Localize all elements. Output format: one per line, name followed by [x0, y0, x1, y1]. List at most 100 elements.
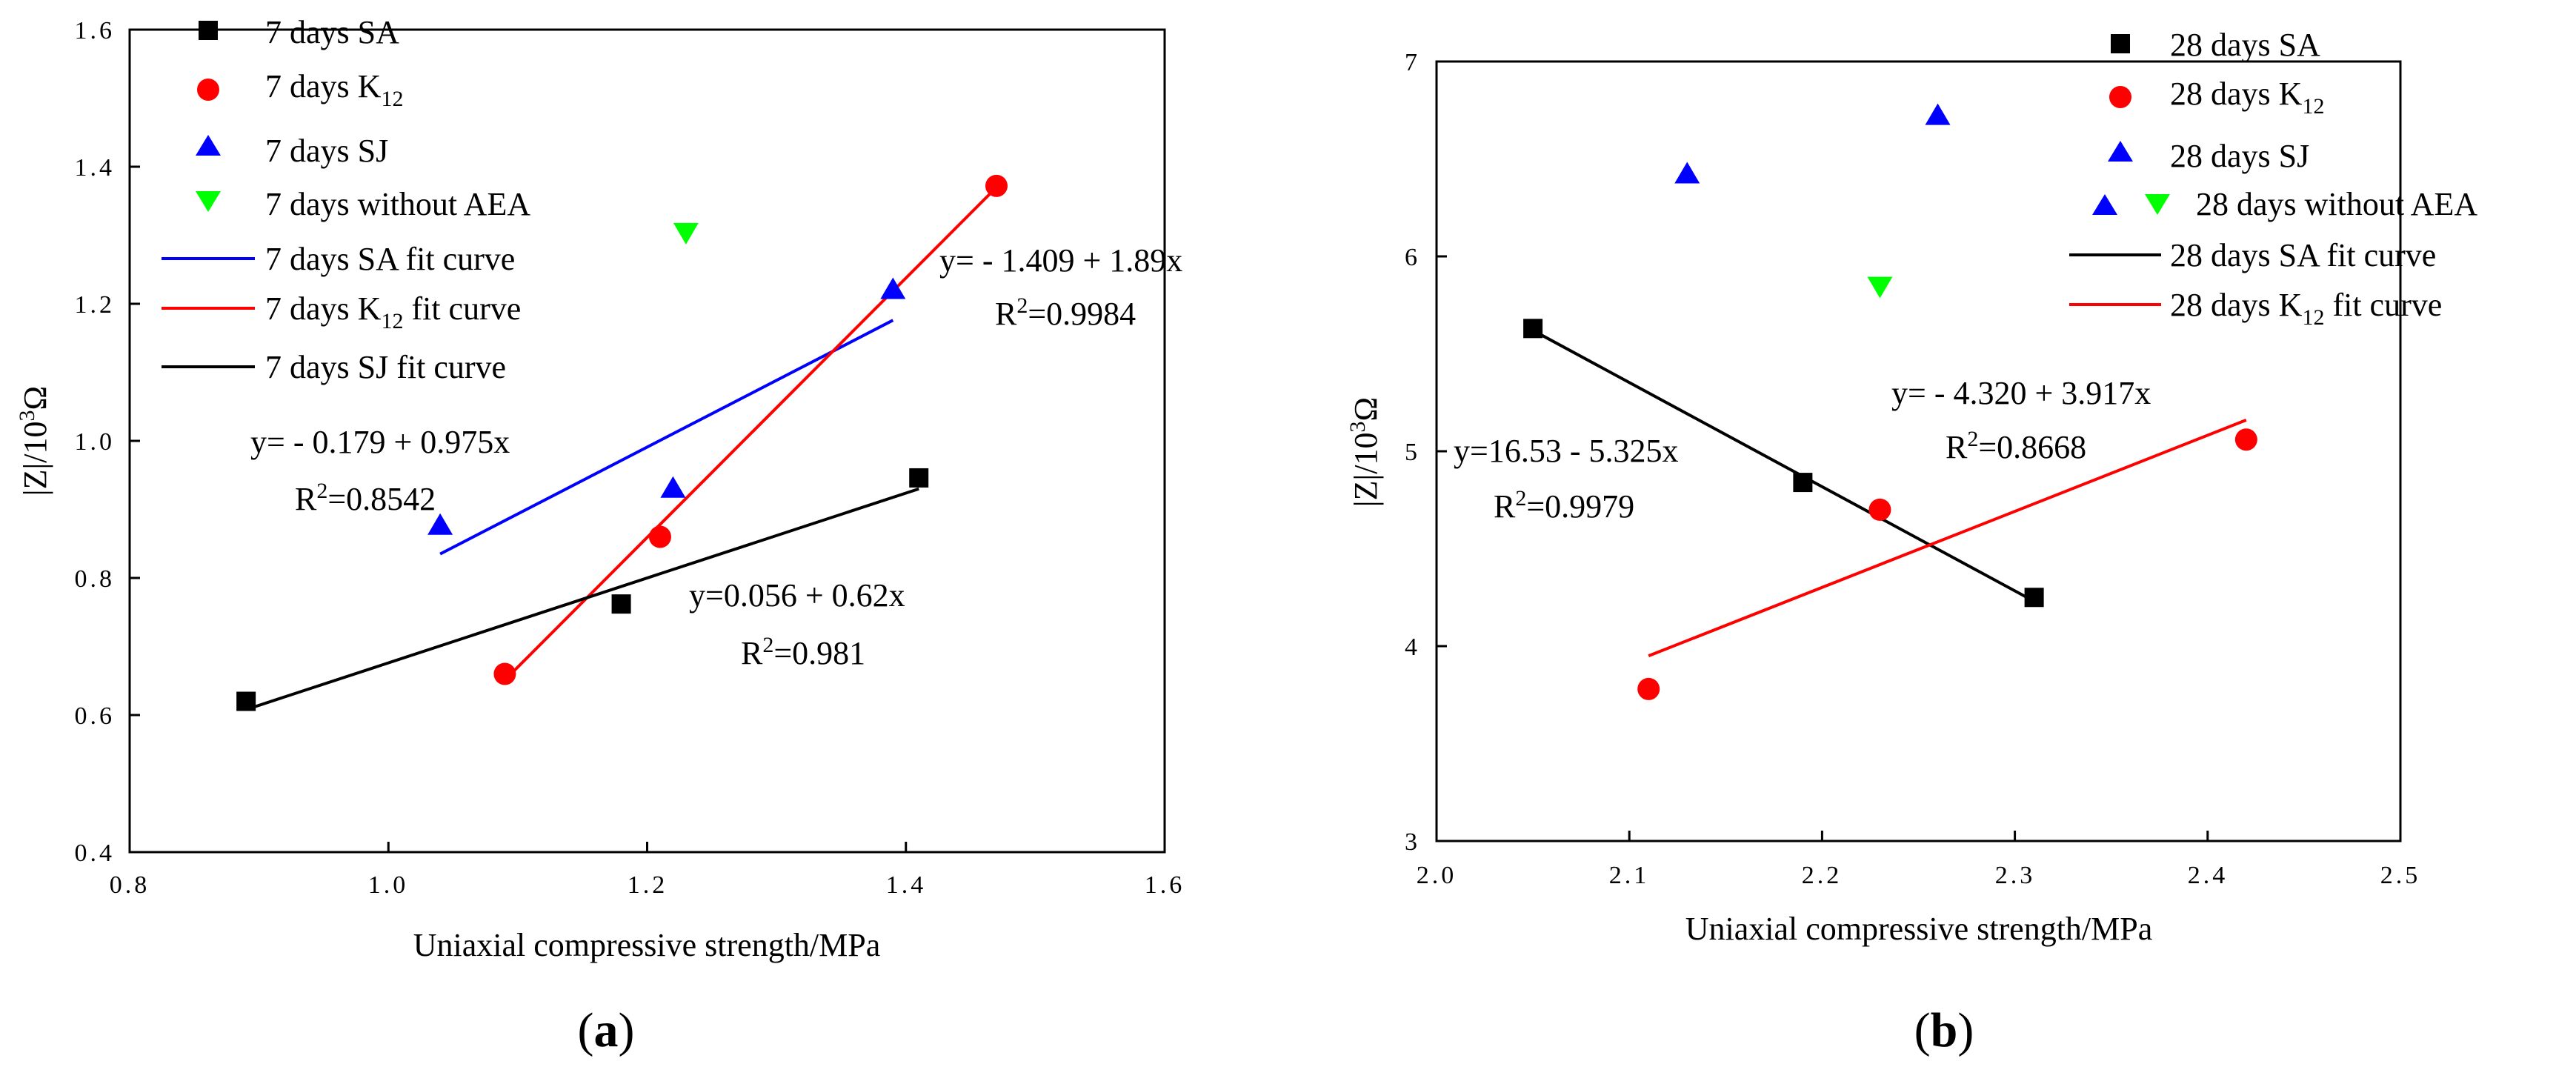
- panel-paren: (: [1914, 1003, 1931, 1057]
- legend-subscript: 12: [381, 87, 403, 111]
- x-tick-label: 2.0: [1417, 862, 1457, 889]
- x-tick-label: 2.4: [2188, 862, 2229, 889]
- x-tick-label: 2.2: [1802, 862, 1843, 889]
- x-tick-label: 1.2: [628, 871, 668, 899]
- x-axis-title-b: Uniaxial compressive strength/MPa: [1685, 911, 2153, 947]
- x-tick-label: 1.4: [886, 871, 927, 899]
- legend-marker-sj: [2108, 141, 2133, 162]
- data-point-28-days-sa: [2024, 588, 2044, 608]
- x-axis-title-a: Uniaxial compressive strength/MPa: [413, 927, 881, 963]
- legend-label-28-days-without-aea: 28 days without AEA: [2196, 186, 2477, 222]
- data-point-7-days-without-aea: [673, 222, 699, 245]
- legend-subscript: 12: [2302, 94, 2324, 119]
- x-tick-label: 1.0: [368, 871, 409, 899]
- r2-value: =0.8542: [327, 481, 436, 517]
- data-point-7-days-k12: [493, 662, 516, 685]
- y-tick-label: 0.8: [75, 565, 116, 593]
- panel-letter: a: [594, 1003, 619, 1057]
- data-point-28-days-sa: [1523, 319, 1543, 339]
- y-tick-label: 5: [1405, 439, 1420, 466]
- y-axis-title-unit: Ω: [1348, 397, 1384, 422]
- annotation-sa-equation: y=16.53 - 5.325x: [1454, 433, 1678, 469]
- fit-lines-b: [1532, 329, 2247, 658]
- x-tick-label: 2.5: [2380, 862, 2421, 889]
- y-axis-title-a: |Z|/103Ω: [15, 386, 53, 496]
- y-tick-label: 0.6: [75, 702, 116, 730]
- panel-label-b: (b): [1914, 1003, 1974, 1057]
- y-tick-label: 1.6: [75, 17, 116, 44]
- legend-text: 7 days K: [265, 290, 382, 327]
- r2-exp: 2: [316, 479, 327, 503]
- y-axis-title-base: |Z|/10: [1348, 432, 1384, 507]
- legend-marker-sa: [2111, 34, 2130, 53]
- x-tick-label: 0.8: [110, 871, 150, 899]
- r2-exp: 2: [762, 633, 773, 657]
- legend-marker-k12: [2109, 86, 2131, 108]
- data-point-7-days-sa: [909, 468, 929, 488]
- data-point-28-days-without-aea: [1867, 276, 1893, 299]
- y-tick-label: 1.4: [75, 154, 116, 182]
- legend-label-28-days-k12-fit-curve: 28 days K12 fit curve: [2170, 287, 2442, 330]
- r2-base: R: [995, 296, 1017, 332]
- data-point-7-days-sa: [611, 594, 631, 614]
- y-axis-title-unit: Ω: [17, 386, 53, 410]
- annotation-sa-equation: y= - 0.179 + 0.975x: [250, 424, 510, 460]
- y-axis-title-base: |Z|/10: [17, 421, 53, 496]
- y-tick-label: 1.2: [75, 291, 116, 319]
- data-point-7-days-sj: [660, 476, 686, 498]
- r2-exp: 2: [1515, 486, 1526, 511]
- legend-label-7-days-sa-fit-curve: 7 days SA fit curve: [265, 241, 515, 277]
- data-point-28-days-sj: [1674, 162, 1700, 184]
- legend-text: 28 days K: [2170, 76, 2303, 112]
- legend-label-28-days-sa: 28 days SA: [2170, 27, 2320, 63]
- legend-label-7-days-k12-fit-curve: 7 days K12 fit curve: [265, 290, 521, 333]
- legend-text: fit curve: [403, 290, 521, 327]
- r2-value: =0.8668: [1978, 429, 2086, 465]
- r2-exp: 2: [1967, 427, 1978, 451]
- annotation-sj-equation: y=0.056 + 0.62x: [689, 577, 905, 614]
- data-point-28-days-k12: [1868, 498, 1891, 521]
- panel-letter: b: [1931, 1003, 1958, 1057]
- chart-panel-b: 2.0 2.1 2.2 2.3 2.4 2.5 3 4 5 6 7 Uniaxi…: [1345, 27, 2477, 1057]
- r2-value: =0.9979: [1526, 488, 1634, 525]
- legend-b: 28 days SA 28 days K12 28 days SJ 28 day…: [2069, 27, 2477, 330]
- tick-marks-a: [128, 28, 1166, 854]
- legend-subscript: 12: [381, 309, 403, 333]
- data-point-7-days-sj: [880, 277, 906, 299]
- panel-paren: (: [578, 1003, 594, 1057]
- annotation-sa-r2: R2=0.8542: [295, 479, 436, 517]
- r2-base: R: [295, 481, 317, 517]
- legend-marker-without-aea: [2145, 194, 2170, 215]
- legend-marker-sj: [196, 135, 221, 156]
- data-point-7-days-k12: [985, 174, 1008, 197]
- annotation-sj-r2: R2=0.981: [741, 633, 865, 671]
- legend-a: 7 days SA 7 days K12 7 days SJ 7 days wi…: [162, 14, 530, 385]
- fit-line-28-days-sa-fit-curve: [1532, 329, 2035, 603]
- r2-base: R: [741, 635, 763, 671]
- y-tick-label: 3: [1405, 828, 1420, 856]
- fit-line-7-days-sa-fit-curve: [439, 319, 894, 556]
- data-point-7-days-sa: [236, 691, 256, 711]
- r2-base: R: [1946, 429, 1968, 465]
- panel-paren: ): [619, 1003, 635, 1057]
- legend-marker-sa: [199, 21, 218, 40]
- tick-marks-b: [1435, 60, 2402, 842]
- y-tick-label: 4: [1405, 634, 1420, 661]
- x-tick-label: 2.3: [1995, 862, 2036, 889]
- data-points-b: [1523, 103, 2257, 700]
- legend-label-7-days-sj: 7 days SJ: [265, 133, 388, 169]
- r2-exp: 2: [1016, 293, 1028, 318]
- fit-line-7-days-sj-fit-curve: [245, 487, 919, 711]
- panel-paren: ): [1957, 1003, 1974, 1057]
- panel-label-a: (a): [578, 1003, 635, 1057]
- data-points-a: [236, 174, 1008, 711]
- data-point-7-days-sj: [427, 513, 453, 535]
- annotation-k12-r2: R2=0.8668: [1946, 427, 2086, 465]
- y-tick-label: 7: [1405, 49, 1420, 76]
- r2-value: =0.9984: [1028, 296, 1136, 332]
- chart-panel-a: 0.8 1.0 1.2 1.4 1.6 0.4 0.6 0.8 1.0 1.2 …: [15, 14, 1182, 1057]
- legend-subscript: 12: [2302, 305, 2324, 330]
- legend-label-7-days-sa: 7 days SA: [265, 14, 399, 50]
- r2-base: R: [1494, 488, 1516, 525]
- legend-label-7-days-without-aea: 7 days without AEA: [265, 186, 530, 222]
